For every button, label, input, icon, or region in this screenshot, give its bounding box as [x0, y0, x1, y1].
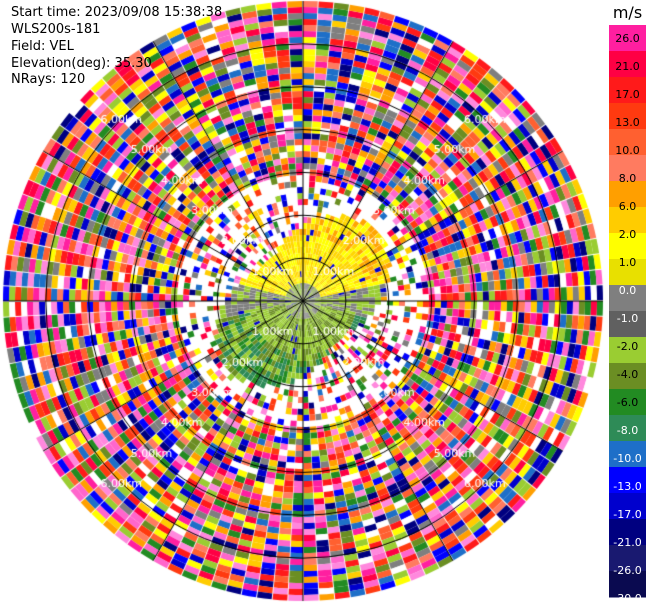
colorbar-segment [609, 441, 646, 468]
colorbar-segment [609, 519, 646, 546]
colorbar-segment [609, 25, 646, 52]
colorbar-segment [609, 103, 646, 130]
colorbar-segment [609, 233, 646, 260]
colorbar-tick-label: 13.0 [615, 116, 640, 129]
colorbar-segment [609, 285, 646, 312]
colorbar-tick-label: -6.0 [617, 396, 638, 409]
colorbar-tick-label: 17.0 [615, 88, 640, 101]
colorbar-tick-label: -13.0 [613, 480, 641, 493]
colorbar-segment [609, 311, 646, 338]
colorbar-tick-label: -21.0 [613, 536, 641, 549]
colorbar-segment [609, 337, 646, 364]
colorbar-segment [609, 181, 646, 208]
elevation-label: Elevation(deg): 35.30 [11, 56, 152, 71]
field-label: Field: VEL [11, 39, 74, 54]
colorbar-tick-label: -2.0 [617, 340, 638, 353]
colorbar-tick-label: -10.0 [613, 452, 641, 465]
colorbar-units-label: m/s [613, 3, 642, 22]
colorbar-tick-label: -1.0 [617, 312, 638, 325]
colorbar-segment [609, 155, 646, 182]
colorbar-segment [609, 493, 646, 520]
colorbar-tick-label: -17.0 [613, 508, 641, 521]
nrays-label: NRays: 120 [11, 72, 86, 87]
colorbar-segment [609, 207, 646, 234]
colorbar-tick-label: -4.0 [617, 368, 638, 381]
instrument-label: WLS200s-181 [11, 22, 101, 37]
colorbar-tick-label: -30.0 [613, 592, 641, 605]
colorbar-tick-label: 26.0 [615, 32, 640, 45]
colorbar-segment [609, 545, 646, 572]
colorbar-segment [609, 77, 646, 104]
colorbar-segment [609, 389, 646, 416]
colorbar-tick-label: 1.0 [619, 256, 637, 269]
colorbar-tick-label: 2.0 [619, 228, 637, 241]
colorbar-segment [609, 259, 646, 286]
colorbar-segment [609, 571, 646, 598]
colorbar-tick-label: 10.0 [615, 144, 640, 157]
colorbar-segment [609, 129, 646, 156]
colorbar-tick-label: 6.0 [619, 200, 637, 213]
colorbar-tick-label: 0.0 [619, 284, 637, 297]
colorbar-tick-label: -8.0 [617, 424, 638, 437]
colorbar-segment [609, 363, 646, 390]
colorbar-segment [609, 51, 646, 78]
colorbar-segment [609, 467, 646, 494]
start-time-label: Start time: 2023/09/08 15:38:38 [11, 5, 223, 20]
colorbar-segment [609, 415, 646, 442]
colorbar-tick-label: 8.0 [619, 172, 637, 185]
colorbar-tick-label: 21.0 [615, 60, 640, 73]
colorbar-tick-label: -26.0 [613, 564, 641, 577]
